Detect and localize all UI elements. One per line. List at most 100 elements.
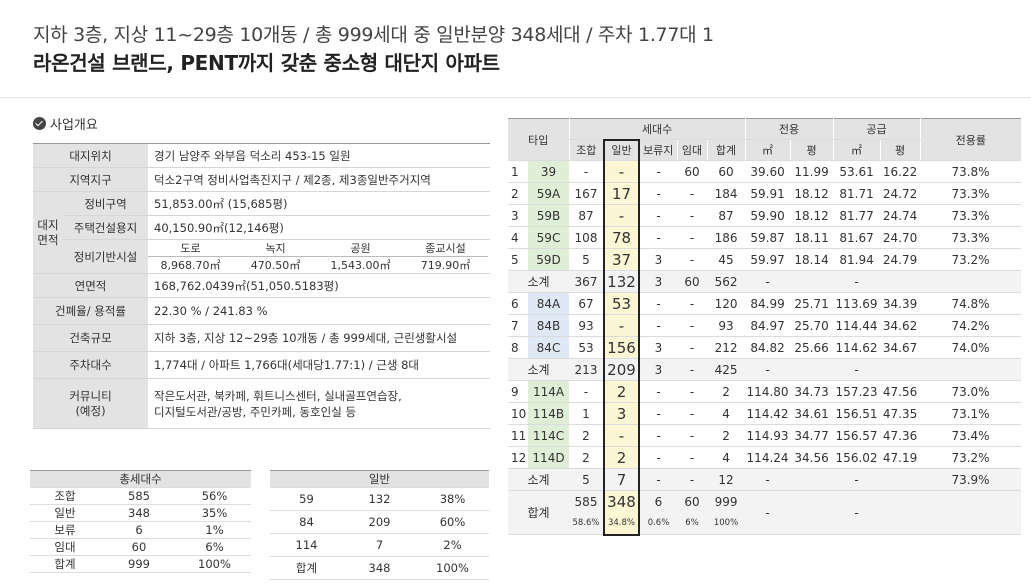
cell-sum: 4 [707,446,746,469]
cell-ratio: 74.0% [920,336,1021,359]
th-count: 6 [100,521,178,539]
infra-table: 도로 녹지 공원 종교시설 8,968.70㎡ 470.50㎡ 1,543.00… [148,240,488,273]
cell-exclusive-m2: 114.24 [745,446,791,469]
gen-pct: 2% [416,533,489,557]
subtotal-label: 소계 [508,468,569,491]
cell-exclusive-m2: 59.90 [745,204,791,227]
th-count: 348 [100,504,178,522]
total-households-table: 총세대수 조합 585 56% 일반 348 35% 보류 6 1% 임대 60 6% 합계 99… [30,470,251,573]
sub-header: 보류지 [638,139,677,161]
cell-exclusive-py: 18.11 [790,226,834,249]
cell-reserved: - [639,380,677,403]
cell-supply-m2: - [833,468,881,491]
cell-general: 132 [603,270,640,293]
unit-row: 9 114A -2- -2 114.80 34.73 157.23 47.56 73.0% [508,380,1021,403]
cell-supply-m2: 81.67 [833,226,881,249]
cell-supply-m2: 114.44 [833,314,881,337]
check-circle-icon [33,117,46,130]
subtotal-row: 소계 213 209 3-425- - [508,358,1021,381]
infra-value: 1,543.00㎡ [330,259,391,272]
cell-general: 2 [603,380,640,403]
gen-pct: 38% [416,487,489,511]
cell-ratio: 73.0% [920,380,1021,403]
scale-value: 지하 3층, 지상 12~29층 10개동 / 총 999세대, 근린생활시설 [148,324,490,352]
cell-ratio: 74.2% [920,314,1021,337]
cell-sum: 425 [707,358,746,381]
cell-reserved: 3 [639,336,677,359]
cell-exclusive-m2: - [745,358,791,381]
infra-value: 719.90㎡ [420,259,471,272]
zone-value: 덕소2구역 정비사업촉진지구 / 제2종, 제3종일반주거지역 [148,167,490,192]
cell-exclusive-py [790,358,834,381]
cell-general: 17 [603,182,640,205]
ratio-value: 22.30 % / 241.83 % [148,297,490,325]
cell-ratio [920,358,1021,381]
total-households-title: 총세대수 [30,470,251,488]
infra-value: 8,968.70㎡ [160,259,221,272]
total-exclusive-py [790,490,834,535]
unit-row: 4 59C 108 78- -186 59.87 18.11 81.67 24.70 73.3% [508,226,1021,249]
sub-header: ㎡ [832,139,881,161]
cell-supply-m2: 53.61 [833,160,881,183]
row-number: 4 [508,226,528,249]
cell-rental: - [677,204,707,227]
cell-union: 213 [569,358,604,381]
th-key: 임대 [30,538,100,556]
th-key: 보류 [30,521,100,539]
overview-row: 정비기반시설 도로 녹지 공원 종교시설 8,968.70㎡ 470.50㎡ 1… [33,239,490,274]
cell-exclusive-py: 18.14 [790,248,834,271]
parking-value: 1,774대 / 아파트 1,766대(세대당1.77:1) / 근생 8대 [148,351,490,379]
divider [0,97,1031,98]
cell-rental: - [677,292,707,315]
floor-area-value: 168,762.0439㎡(51,050.5183평) [148,273,490,298]
cell-general: 3 [603,402,640,425]
cell-union: - [569,160,604,183]
cell-rental: - [677,182,707,205]
cell-sum: 12 [707,468,746,491]
cell-exclusive-m2: 114.80 [745,380,791,403]
cell-union: 5 [569,248,604,271]
th-count: 60 [100,538,178,556]
section-title: 사업개요 [33,114,98,133]
th-key: 일반 [30,504,100,522]
sub-header: 일반 [603,138,640,161]
total-general: 348 [603,490,640,513]
cell-ratio: 74.8% [920,292,1021,315]
zone-area-value: 51,853.00㎡ (15,685평) [148,191,490,216]
gen-key: 59 [270,487,343,511]
floor-area-label: 연면적 [33,273,149,298]
overview-row: 지역지구 덕소2구역 정비사업촉진지구 / 제2종, 제3종일반주거지역 [33,167,490,192]
header-title: 라온건설 브랜드, PENT까지 갖춘 중소형 대단지 아파트 [33,51,500,75]
unit-type: 84A [528,292,569,315]
sub-header: 평 [789,139,834,161]
unit-type: 59B [528,204,569,227]
cell-supply-m2: 156.02 [833,446,881,469]
cell-exclusive-py: 25.70 [790,314,834,337]
cell-exclusive-py [790,270,834,293]
community-label: 커뮤니티 (예정) [33,378,149,429]
ratio-header: 전용률 [919,118,1021,161]
parking-label: 주차대수 [33,351,149,379]
overview-table: 대지위치 경기 남양주 와부읍 덕소리 453-15 일원 지역지구 덕소2구역… [33,143,490,429]
overview-row: 건폐율/ 용적률 22.30 % / 241.83 % [33,297,490,325]
cell-ratio: 73.3% [920,182,1021,205]
total-general-pct: 34.8% [603,512,640,536]
cell-exclusive-py: 34.77 [790,424,834,447]
unit-row: 11 114C 2- - -2 114.93 34.77 156.57 47.36 73.4% [508,424,1021,447]
cell-supply-py: 24.74 [880,204,921,227]
gen-count: 348 [343,556,416,580]
table-row: 합계 348 100% [270,556,489,580]
infra-value: 470.50㎡ [250,259,301,272]
cell-ratio: 73.4% [920,424,1021,447]
total-reserved: 6 [639,490,677,513]
cell-supply-py: 47.56 [880,380,921,403]
cell-sum: 212 [707,336,746,359]
cell-exclusive-py: 18.12 [790,182,834,205]
overview-row: 대지위치 경기 남양주 와부읍 덕소리 453-15 일원 [33,143,490,168]
cell-exclusive-m2: 59.87 [745,226,791,249]
cell-exclusive-m2: 84.97 [745,314,791,337]
unit-type: 59C [528,226,569,249]
cell-supply-py [880,468,921,491]
unit-type: 114C [528,424,569,447]
cell-exclusive-m2: 114.93 [745,424,791,447]
